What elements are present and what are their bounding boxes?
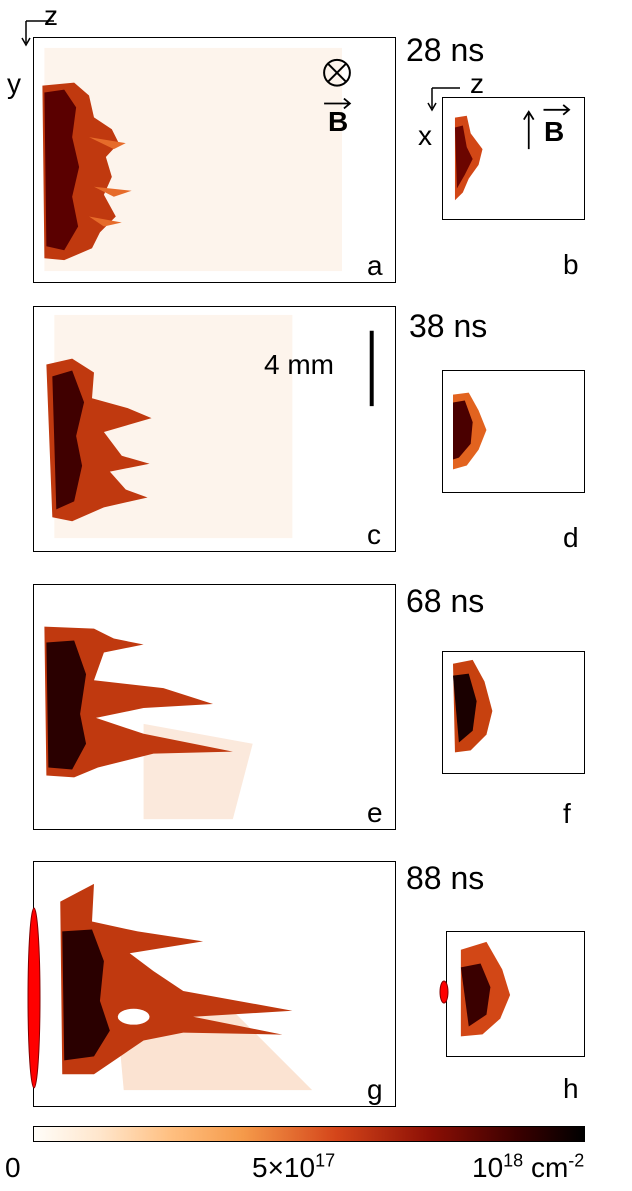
panel-label-e: e	[367, 797, 383, 828]
panel-g: g	[33, 861, 396, 1107]
time-label-68: 68 ns	[406, 583, 485, 619]
panel-d	[442, 370, 585, 493]
axis-label-z-main: z	[44, 0, 58, 31]
target-marker-large	[26, 905, 42, 1091]
time-label-38: 38 ns	[409, 308, 488, 344]
side-axes-indicator	[420, 78, 480, 138]
density-image-g	[60, 883, 313, 1091]
panel-label-h: h	[563, 1073, 579, 1104]
panel-a: B a	[33, 37, 396, 283]
scale-bar-label: 4 mm	[264, 349, 334, 380]
colorbar-unit: cm	[530, 1152, 569, 1183]
colorbar-mid-base: 5×10	[252, 1152, 316, 1183]
target-ellipse-small-icon	[439, 980, 449, 1004]
target-marker-small	[439, 979, 449, 1005]
axis-label-z-side: z	[470, 68, 484, 99]
axis-arrows-icon	[21, 20, 54, 47]
density-image-f	[453, 659, 493, 753]
panel-h	[446, 931, 585, 1057]
main-axes-indicator	[14, 5, 74, 65]
b-field-label-a: B	[328, 106, 349, 137]
colorbar-mid-exp: 17	[315, 1150, 336, 1171]
time-label-28: 28 ns	[406, 32, 485, 68]
density-image-h	[460, 941, 511, 1037]
panel-label-f: f	[563, 798, 571, 829]
colorbar-mid-label: 5×1017	[252, 1150, 336, 1183]
density-image-a	[42, 47, 342, 272]
colorbar-max-base: 10	[472, 1152, 504, 1183]
colorbar-max-exp: 18	[503, 1150, 524, 1171]
panel-label-c: c	[367, 519, 381, 550]
b-field-label-b: B	[544, 116, 565, 147]
density-image-b	[454, 115, 483, 201]
axis-label-y-main: y	[7, 68, 21, 99]
panel-label-a: a	[367, 250, 383, 281]
panel-c: 4 mm c	[33, 306, 396, 552]
panel-label-b: b	[563, 249, 579, 280]
colorbar-unit-exp: -2	[568, 1150, 585, 1171]
panel-label-d: d	[563, 522, 579, 553]
panel-e: e	[33, 584, 396, 830]
panel-b: B	[442, 97, 585, 220]
panel-f	[442, 651, 585, 774]
colorbar-max-label: 1018 cm-2	[472, 1150, 585, 1183]
panel-label-g: g	[367, 1074, 383, 1105]
time-label-88: 88 ns	[406, 860, 485, 896]
target-ellipse-icon	[27, 907, 41, 1089]
side-axis-arrows-icon	[427, 87, 460, 112]
density-image-e	[44, 626, 253, 820]
axis-label-x-side: x	[418, 120, 432, 151]
density-image-c	[46, 314, 293, 539]
colorbar-min-label: 0	[5, 1152, 21, 1183]
density-image-d	[453, 392, 487, 470]
colorbar	[33, 1126, 585, 1142]
